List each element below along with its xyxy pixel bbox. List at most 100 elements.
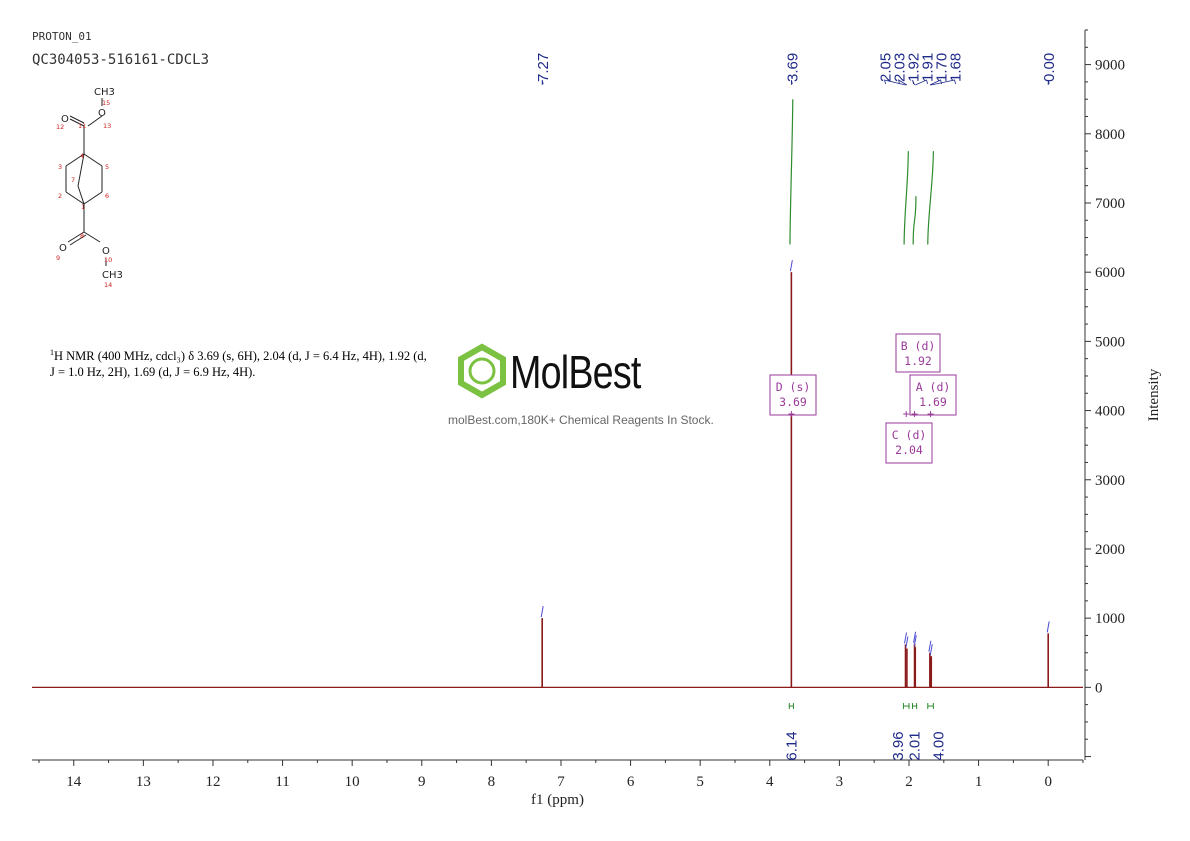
atom-label: 8: [80, 232, 84, 240]
peak-label: 1.91: [920, 53, 937, 82]
y-tick-label: 7000: [1095, 196, 1125, 212]
atom-label: 6: [105, 192, 109, 200]
x-tick-label: 2: [905, 774, 913, 790]
y-tick-label: 8000: [1095, 127, 1125, 143]
peak-top-marker: [913, 635, 917, 647]
group-label-o-12: O: [61, 114, 69, 125]
peak-top-marker: [540, 606, 544, 618]
peak-label-leader: [912, 79, 915, 86]
y-tick-label: 9000: [1095, 58, 1125, 74]
nmr-description: 1H NMR (400 MHz, cdcl₃) δ 3.69 (s, 6H), …: [50, 345, 430, 380]
atom-label: 11: [78, 122, 86, 130]
x-axis-title: f1 (ppm): [531, 792, 584, 808]
x-tick-label: 12: [205, 774, 220, 790]
peak-top-marker: [904, 632, 908, 644]
x-tick-label: 13: [136, 774, 151, 790]
x-tick-label: 7: [557, 774, 565, 790]
peak-label-leader: [1047, 79, 1050, 85]
peak-top-marker: [789, 260, 793, 272]
integral-curve: [903, 151, 909, 245]
x-tick-label: 11: [275, 774, 289, 790]
peak-label-leader: [884, 79, 906, 86]
peak-top-marker: [1046, 621, 1050, 633]
integral-value: 3.96: [890, 731, 907, 760]
peak-top-marker: [905, 636, 909, 648]
peak-label-leader: [541, 79, 544, 85]
experiment-title: PROTON_01: [32, 30, 92, 43]
x-tick-label: 5: [696, 774, 704, 790]
y-tick-label: 5000: [1095, 334, 1125, 350]
atom-label: 3: [58, 163, 62, 171]
group-label-ch3-bottom: CH3: [102, 270, 123, 281]
y-tick-label: 6000: [1095, 265, 1125, 281]
atom-label: 10: [104, 256, 112, 264]
atom-label: 13: [103, 122, 111, 130]
peak-top-marker: [929, 644, 933, 656]
atom-label: 7: [71, 176, 75, 184]
x-tick-label: 3: [836, 774, 844, 790]
group-label-o-9: O: [59, 243, 67, 254]
integral-curve: [927, 151, 934, 245]
x-tick-label: 0: [1044, 774, 1052, 790]
peak-label: 1.92: [906, 53, 923, 82]
y-tick-label: 2000: [1095, 542, 1125, 558]
multiplet-name: C (d): [892, 428, 927, 442]
multiplet-shift: 1.92: [904, 354, 932, 368]
atom-label: 4: [80, 152, 84, 160]
peak-label-leader: [897, 79, 908, 86]
peak-label-leader: [931, 79, 956, 86]
peak-label: 1.70: [934, 53, 951, 82]
multiplet-shift: 3.69: [779, 395, 807, 409]
multiplet-name: D (s): [776, 380, 811, 394]
peak-top-marker: [928, 640, 932, 652]
integral-value: 4.00: [931, 731, 948, 760]
atom-label: 9: [56, 254, 60, 262]
molbest-logo-icon: [458, 343, 506, 399]
molecule-structure: CH3 O O O O CH3 15 13 12 11 4 3 5 7 2 1 …: [56, 87, 123, 289]
y-axis-title: Intensity: [1146, 368, 1162, 421]
x-tick-label: 9: [418, 774, 426, 790]
peak-label: 2.03: [892, 53, 909, 82]
x-tick-label: 10: [345, 774, 360, 790]
multiplet-shift: 2.04: [895, 443, 923, 457]
group-label-ch3-top: CH3: [94, 87, 115, 98]
x-tick-label: 1: [975, 774, 983, 790]
nmr-description-superscript: 1: [50, 348, 54, 357]
peak-label: 1.68: [948, 53, 965, 82]
atom-label: 15: [102, 99, 110, 107]
group-label-o-10: O: [102, 246, 110, 257]
multiplet-box: [769, 374, 817, 416]
multiplet-shift: 1.69: [919, 395, 947, 409]
peak-label: 0.00: [1041, 53, 1058, 82]
multiplet-name: B (d): [901, 339, 936, 353]
peak-label-leader: [790, 79, 793, 85]
x-tick-label: 8: [488, 774, 496, 790]
atom-label: 1: [81, 203, 85, 211]
y-tick-label: 0: [1095, 680, 1103, 696]
watermark-tagline: molBest.com,180K+ Chemical Reagents In S…: [448, 413, 714, 427]
multiplet-box: [885, 422, 933, 464]
x-tick-label: 6: [627, 774, 635, 790]
peak-label: 7.27: [535, 53, 552, 82]
group-label-o-13: O: [98, 108, 106, 119]
watermark-brand: MolBest: [510, 346, 641, 398]
integral-curve: [912, 196, 917, 245]
y-tick-label: 1000: [1095, 611, 1125, 627]
integral-curve: [789, 99, 794, 245]
peak-label: 3.69: [784, 53, 801, 82]
integral-value: 6.14: [783, 731, 800, 760]
multiplet-box: [909, 374, 957, 416]
y-tick-label: 3000: [1095, 473, 1125, 489]
sample-id: QC304053-516161-CDCL3: [32, 52, 210, 68]
integral-value: 2.01: [907, 731, 924, 760]
peak-label-leader: [915, 79, 928, 86]
x-tick-label: 4: [766, 774, 774, 790]
atom-label: 12: [56, 123, 64, 131]
multiplet-box: [895, 333, 941, 373]
y-tick-label: 4000: [1095, 404, 1125, 420]
x-tick-label: 14: [66, 774, 82, 790]
peak-label: 2.05: [878, 53, 895, 82]
atom-label: 2: [58, 192, 62, 200]
